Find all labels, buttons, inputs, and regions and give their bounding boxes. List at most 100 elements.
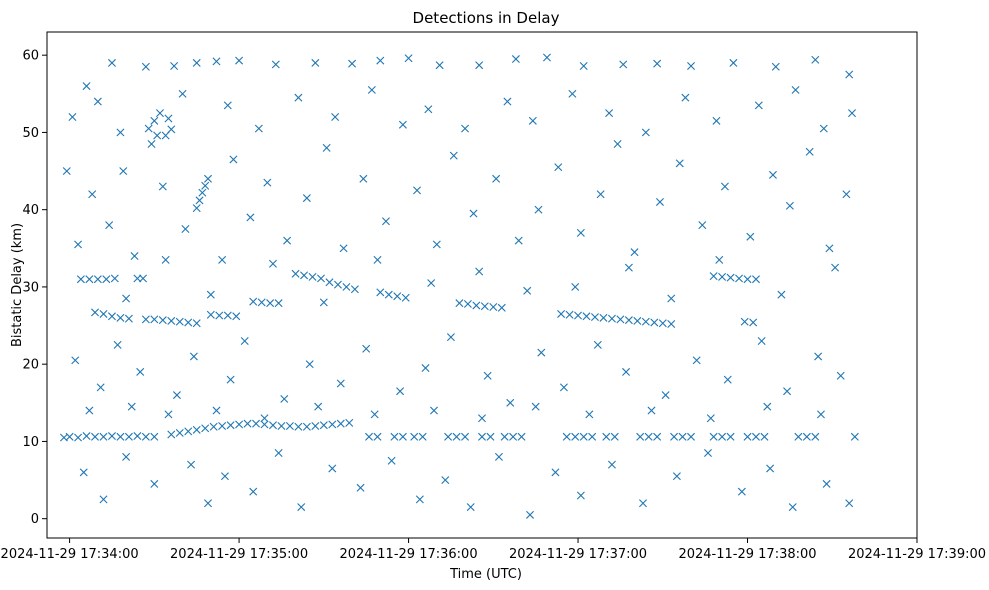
data-point-marker <box>373 432 382 441</box>
data-point-marker <box>206 310 215 319</box>
data-point-marker <box>542 53 551 62</box>
data-point-marker <box>455 299 464 308</box>
data-point-marker <box>62 167 71 176</box>
data-point-marker <box>472 301 481 310</box>
data-point-marker <box>85 406 94 415</box>
data-point-marker <box>155 109 164 118</box>
data-point-marker <box>317 274 325 283</box>
data-point-marker <box>274 299 283 308</box>
data-point-marker <box>280 394 289 403</box>
chart-title: Detections in Delay <box>413 9 560 27</box>
data-point-marker <box>636 432 645 441</box>
data-point-marker <box>141 432 150 441</box>
data-point-marker <box>413 186 422 195</box>
data-point-marker <box>590 313 599 322</box>
data-point-marker <box>503 97 512 106</box>
data-point-marker <box>418 432 427 441</box>
data-point-marker <box>308 272 317 281</box>
x-tick-label: 2024-11-29 17:36:00 <box>340 547 478 562</box>
data-point-marker <box>268 259 277 268</box>
data-point-marker <box>71 356 80 365</box>
data-point-marker <box>82 432 91 441</box>
data-point-marker <box>687 432 696 441</box>
data-point-marker <box>709 272 718 281</box>
data-point-marker <box>478 414 486 423</box>
data-point-marker <box>150 116 159 125</box>
data-point-marker <box>170 62 179 70</box>
data-point-marker <box>752 275 760 284</box>
data-point-marker <box>297 503 306 512</box>
data-point-marker <box>319 421 328 430</box>
data-point-marker <box>461 124 470 133</box>
y-tick-label: 60 <box>22 49 39 64</box>
data-point-marker <box>624 263 633 272</box>
data-point-marker <box>161 131 170 140</box>
data-point-marker <box>232 312 241 321</box>
data-point-marker <box>653 59 662 68</box>
data-point-marker <box>328 464 337 473</box>
data-point-marker <box>605 109 614 118</box>
data-point-marker <box>494 452 503 461</box>
data-point-marker <box>277 421 286 430</box>
data-point-marker <box>311 421 320 430</box>
data-point-marker <box>703 449 712 458</box>
x-tick-label: 2024-11-29 17:38:00 <box>678 547 816 562</box>
data-point-marker <box>720 182 729 191</box>
data-point-marker <box>737 487 746 496</box>
data-point-marker <box>116 128 125 137</box>
data-point-marker <box>565 310 574 319</box>
data-point-marker <box>99 309 108 318</box>
data-point-marker <box>158 182 167 191</box>
data-point-marker <box>410 432 419 441</box>
data-point-marker <box>124 432 133 441</box>
data-point-marker <box>811 432 820 441</box>
data-point-marker <box>396 387 405 396</box>
data-point-marker <box>93 97 102 106</box>
data-point-marker <box>398 432 407 441</box>
data-point-marker <box>528 116 537 125</box>
data-point-marker <box>571 432 580 441</box>
y-axis-label: Bistatic Delay (km) <box>10 223 25 347</box>
data-point-marker <box>675 159 684 168</box>
data-point-marker <box>376 288 385 297</box>
data-point-marker <box>763 402 772 411</box>
data-point-marker <box>96 383 105 392</box>
data-point-marker <box>266 299 275 308</box>
data-point-marker <box>415 495 424 504</box>
data-point-marker <box>74 240 83 249</box>
data-point-marker <box>376 56 385 65</box>
y-tick-label: 0 <box>31 512 39 527</box>
data-point-marker <box>76 275 85 284</box>
data-point-marker <box>723 375 732 384</box>
y-tick-label: 30 <box>22 280 39 295</box>
data-point-marker <box>624 316 633 325</box>
data-point-marker <box>785 201 794 210</box>
data-point-marker <box>359 174 368 183</box>
data-point-marker <box>661 391 670 400</box>
data-point-marker <box>653 432 662 441</box>
data-point-marker <box>206 290 215 299</box>
data-point-marker <box>754 101 763 110</box>
data-point-marker <box>427 279 436 288</box>
data-point-marker <box>574 311 583 320</box>
data-point-marker <box>339 244 348 253</box>
data-point-marker <box>845 499 854 508</box>
data-point-marker <box>226 375 235 384</box>
data-point-marker <box>517 432 526 441</box>
data-point-marker <box>531 402 540 411</box>
data-point-marker <box>201 181 210 190</box>
data-point-marker <box>218 255 227 264</box>
data-point-marker <box>175 317 184 326</box>
data-point-marker <box>644 432 653 441</box>
x-tick-label: 2024-11-29 17:35:00 <box>170 547 308 562</box>
data-point-marker <box>122 294 131 303</box>
data-point-marker <box>743 432 752 441</box>
data-point-marker <box>158 316 167 325</box>
data-point-marker <box>105 221 114 230</box>
data-point-marker <box>356 483 365 492</box>
data-point-marker <box>263 178 272 187</box>
data-point-marker <box>336 379 345 388</box>
data-point-marker <box>672 472 681 481</box>
data-point-marker <box>822 479 831 488</box>
